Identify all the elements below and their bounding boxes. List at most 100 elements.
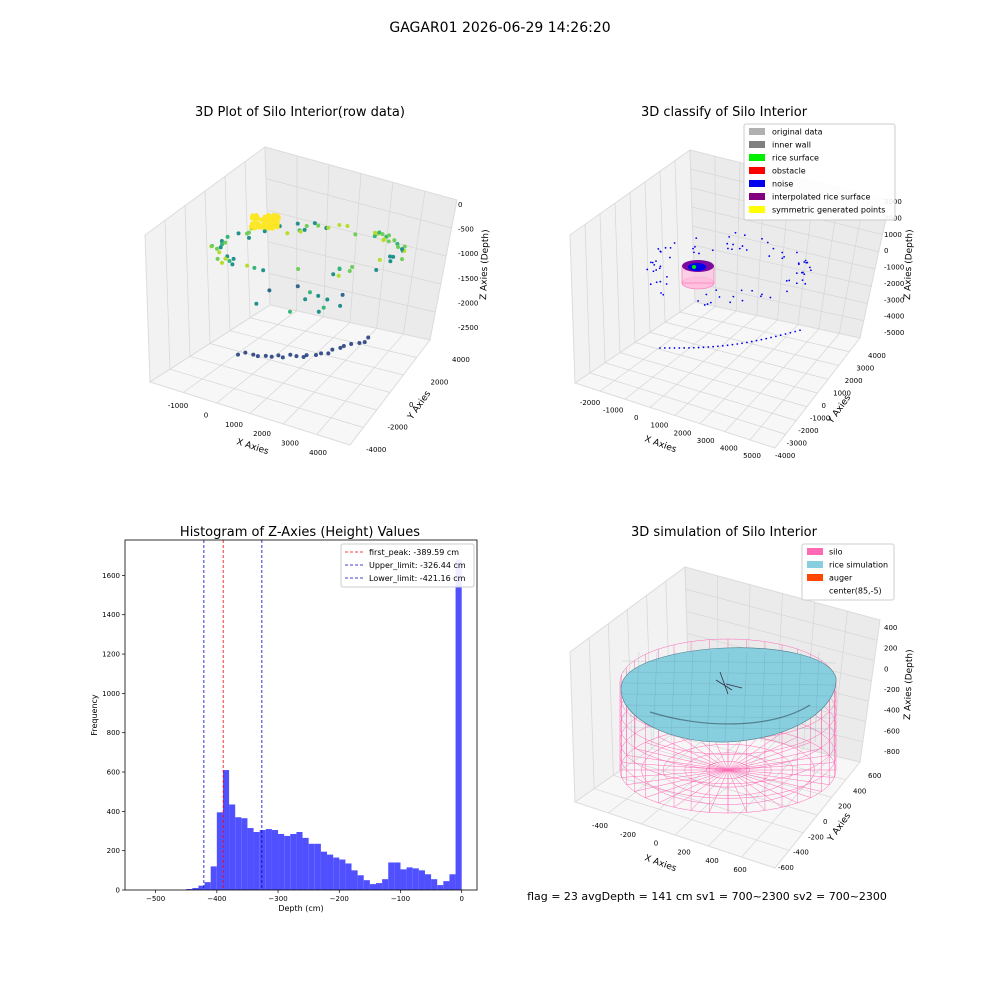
panel-histogram: Histogram of Z-Axies (Height) Values −50… bbox=[90, 525, 478, 913]
grid-line bbox=[607, 623, 614, 776]
legend-label: inner wall bbox=[772, 141, 811, 150]
figure-footer: flag = 23 avgDepth = 141 cm sv1 = 700~23… bbox=[527, 890, 887, 903]
rice-mesh-line bbox=[706, 651, 712, 743]
panel2-noise-core bbox=[688, 263, 706, 271]
y-tick-label: 1000 bbox=[102, 690, 120, 698]
raw-point bbox=[210, 243, 215, 248]
rice-mesh-line bbox=[621, 726, 837, 730]
noise-point bbox=[702, 346, 705, 349]
legend-swatch bbox=[807, 548, 823, 555]
silo-floor-spoke bbox=[645, 769, 729, 798]
histogram-bar bbox=[351, 870, 358, 890]
rice-mesh-line bbox=[621, 715, 837, 719]
panel4-xtick: 400 bbox=[705, 857, 718, 865]
noise-point bbox=[663, 347, 666, 349]
noise-point bbox=[666, 275, 668, 278]
noise-point bbox=[651, 261, 654, 264]
raw-point bbox=[215, 256, 220, 261]
panel1-ytick: -2000 bbox=[388, 424, 408, 432]
histogram-bar bbox=[308, 843, 315, 890]
noise-point bbox=[655, 269, 658, 271]
noise-point bbox=[659, 265, 662, 268]
histogram-bar bbox=[296, 831, 303, 890]
silo-floor-spoke bbox=[690, 769, 729, 811]
noise-point bbox=[781, 251, 784, 254]
panel2-ytick: 4000 bbox=[868, 352, 886, 360]
raw-point bbox=[295, 221, 300, 226]
panel4-xtick: 600 bbox=[733, 866, 746, 874]
panel2-ztick: 0 bbox=[884, 247, 888, 255]
noise-point bbox=[649, 283, 652, 286]
histogram-bar bbox=[216, 812, 223, 890]
y-tick-label: 1200 bbox=[102, 651, 120, 659]
panel2-ytick: -1000 bbox=[810, 415, 830, 423]
panel2-ztick: -3000 bbox=[884, 296, 904, 304]
histogram-bar bbox=[431, 879, 438, 890]
noise-point bbox=[761, 237, 763, 240]
raw-point bbox=[219, 239, 224, 244]
noise-point bbox=[718, 296, 721, 298]
noise-point bbox=[726, 242, 729, 245]
panel2-points bbox=[646, 231, 812, 349]
rice-mesh-line bbox=[621, 660, 837, 664]
raw-point bbox=[391, 254, 396, 259]
grid-line bbox=[349, 173, 362, 323]
noise-point bbox=[669, 256, 671, 259]
raw-point bbox=[377, 257, 382, 262]
raw-point bbox=[386, 239, 391, 244]
silo-floor-spoke bbox=[634, 769, 729, 792]
grid-line bbox=[204, 190, 211, 344]
raw-point bbox=[380, 232, 385, 237]
panel2-ztick: 1000 bbox=[884, 231, 902, 239]
raw-point bbox=[230, 262, 235, 267]
raw-point bbox=[285, 231, 290, 236]
grid-line bbox=[649, 315, 758, 408]
raw-point bbox=[304, 353, 309, 358]
grid-line bbox=[322, 164, 330, 317]
histogram-bar bbox=[443, 881, 450, 890]
noise-point bbox=[808, 266, 811, 269]
panel-simulation-3d: 3D simulation of Silo Interior -400 -200 0… bbox=[569, 525, 915, 874]
histogram-bar bbox=[247, 828, 254, 890]
silo-floor-ring bbox=[706, 761, 750, 779]
noise-point bbox=[658, 267, 661, 270]
grid-line bbox=[674, 160, 681, 313]
panel2-xtick: 4000 bbox=[720, 444, 738, 452]
y-tick-label: 400 bbox=[107, 808, 120, 816]
raw-point bbox=[388, 254, 393, 259]
noise-point bbox=[783, 255, 786, 258]
raw-point bbox=[345, 223, 350, 228]
raw-point bbox=[338, 303, 343, 308]
raw-point bbox=[400, 257, 405, 262]
silo-floor-spoke bbox=[673, 769, 729, 808]
raw-point bbox=[321, 305, 326, 310]
raw-point bbox=[326, 225, 331, 230]
histogram-bar bbox=[222, 770, 230, 890]
panel2-pane-floor bbox=[573, 301, 861, 449]
panel2-xtick: 2000 bbox=[674, 429, 692, 437]
noise-point bbox=[673, 242, 676, 244]
legend-label: original data bbox=[772, 128, 823, 137]
silo-floor-spoke bbox=[727, 769, 822, 792]
panel2-xtick: 5000 bbox=[743, 452, 761, 460]
histogram-bar bbox=[235, 817, 242, 890]
raw-point bbox=[251, 352, 256, 357]
raw-point bbox=[349, 341, 354, 346]
raw-point bbox=[261, 216, 267, 222]
noise-point bbox=[755, 339, 758, 342]
noise-point bbox=[736, 343, 739, 345]
noise-point bbox=[743, 234, 746, 237]
histogram-bar bbox=[192, 888, 199, 890]
panel1-ytick: -4000 bbox=[366, 446, 386, 454]
panel1-ztick: -2500 bbox=[458, 324, 478, 332]
histogram-bar bbox=[369, 884, 376, 890]
rice-depression-shade bbox=[649, 704, 811, 725]
noise-point bbox=[693, 251, 695, 254]
raw-point bbox=[392, 238, 397, 243]
silo-floor-spoke bbox=[634, 748, 729, 771]
noise-point bbox=[801, 279, 804, 282]
histogram-bar bbox=[394, 862, 401, 890]
silo-floor-spoke bbox=[727, 769, 811, 798]
noise-point bbox=[809, 269, 812, 272]
panel4-ztick: 0 bbox=[884, 665, 888, 673]
